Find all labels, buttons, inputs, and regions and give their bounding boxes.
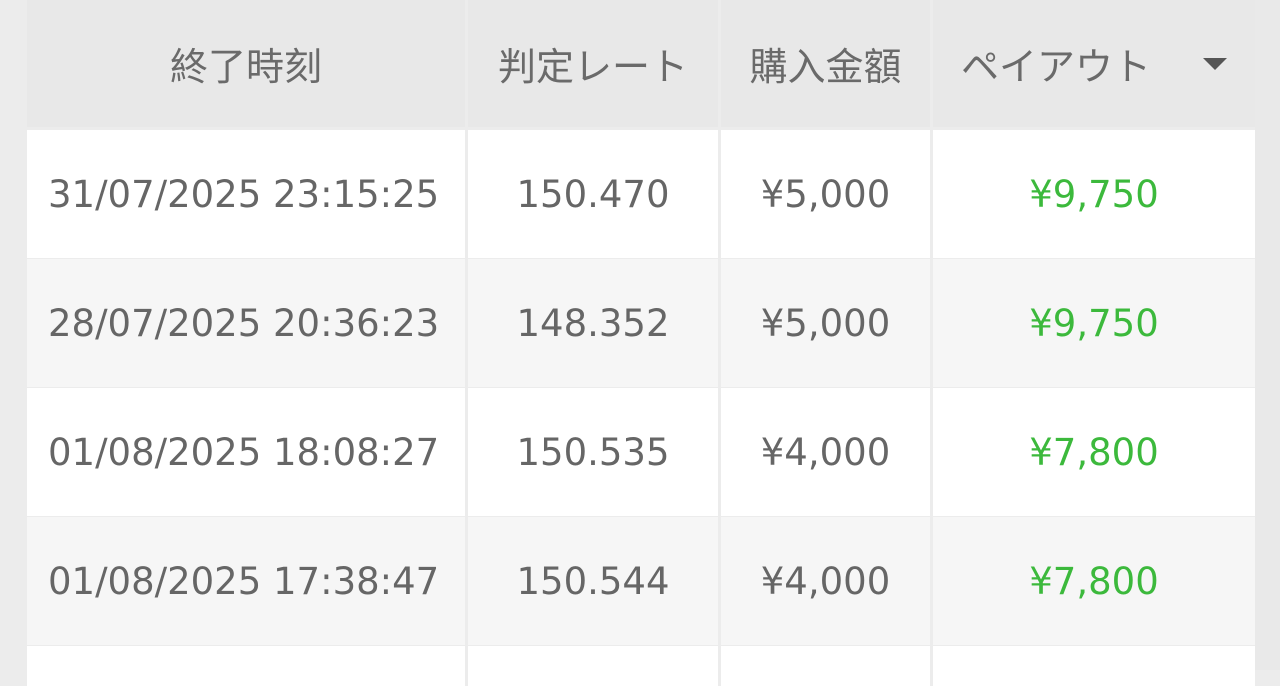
end-time: 01/08/2025 17:38:47 — [27, 517, 465, 645]
header-end-time[interactable]: 終了時刻 — [27, 0, 465, 127]
caret-down-icon[interactable] — [1203, 57, 1227, 70]
table-row[interactable]: 31/07/2025 23:15:25 150.470 ¥5,000 ¥9,75… — [27, 130, 1255, 258]
rate: 150.535 — [468, 388, 718, 516]
end-time: 31/07/2025 23:15:25 — [27, 130, 465, 258]
payout: ¥9,750 — [933, 259, 1255, 387]
end-time: 28/07/2025 20:36:23 — [27, 259, 465, 387]
table-row-partial — [27, 646, 1255, 686]
header-rate[interactable]: 判定レート — [468, 0, 718, 127]
header-payout[interactable]: ペイアウト — [933, 0, 1255, 127]
header-payout-label: ペイアウト — [960, 45, 1151, 89]
rate: 150.544 — [468, 517, 718, 645]
amount: ¥5,000 — [721, 130, 930, 258]
table-row[interactable]: 01/08/2025 18:08:27 150.535 ¥4,000 ¥7,80… — [27, 388, 1255, 516]
payout: ¥9,750 — [933, 130, 1255, 258]
payout: ¥7,800 — [933, 517, 1255, 645]
empty-cell — [933, 646, 1255, 686]
amount: ¥5,000 — [721, 259, 930, 387]
table-header: 終了時刻 判定レート 購入金額 ペイアウト — [27, 0, 1255, 127]
amount: ¥4,000 — [721, 388, 930, 516]
empty-cell — [27, 646, 465, 686]
end-time: 01/08/2025 18:08:27 — [27, 388, 465, 516]
table-row[interactable]: 01/08/2025 17:38:47 150.544 ¥4,000 ¥7,80… — [27, 517, 1255, 645]
trade-history-table: 終了時刻 判定レート 購入金額 ペイアウト 31/07/2025 23:15:2… — [27, 0, 1255, 686]
table-row[interactable]: 28/07/2025 20:36:23 148.352 ¥5,000 ¥9,75… — [27, 259, 1255, 387]
empty-cell — [721, 646, 930, 686]
rate: 148.352 — [468, 259, 718, 387]
left-margin — [0, 0, 27, 670]
rate: 150.470 — [468, 130, 718, 258]
amount: ¥4,000 — [721, 517, 930, 645]
payout: ¥7,800 — [933, 388, 1255, 516]
scrollbar-track[interactable] — [1255, 0, 1280, 670]
empty-cell — [468, 646, 718, 686]
header-amount[interactable]: 購入金額 — [721, 0, 930, 127]
